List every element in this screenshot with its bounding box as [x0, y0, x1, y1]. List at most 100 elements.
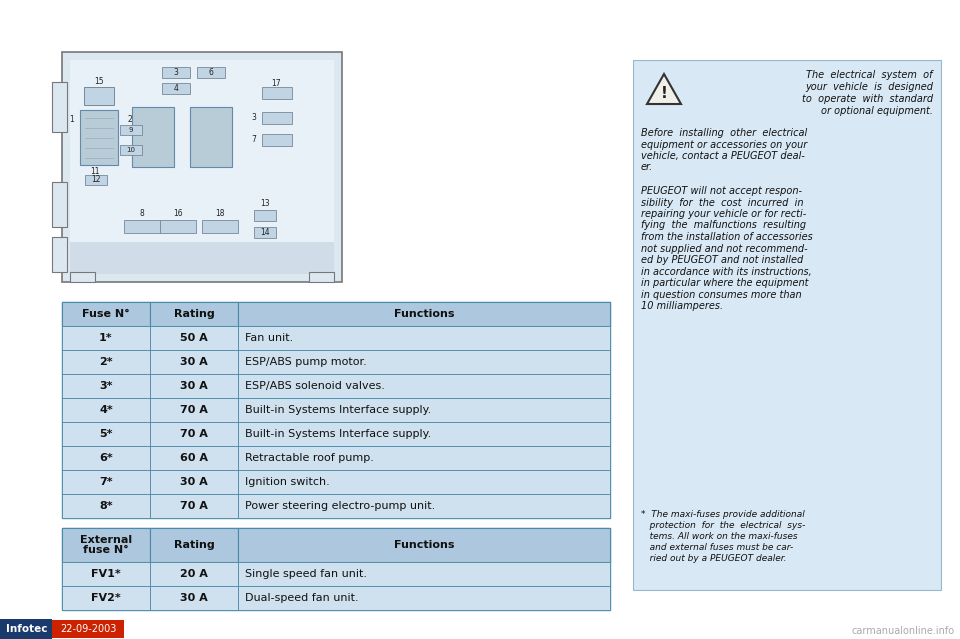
FancyBboxPatch shape	[150, 446, 238, 470]
Text: protection  for  the  electrical  sys-: protection for the electrical sys-	[641, 521, 805, 530]
FancyBboxPatch shape	[162, 83, 190, 94]
Text: 70 A: 70 A	[180, 405, 208, 415]
FancyBboxPatch shape	[62, 302, 150, 326]
FancyBboxPatch shape	[190, 107, 232, 167]
Text: 11: 11	[90, 167, 100, 176]
Text: External: External	[80, 535, 132, 545]
FancyBboxPatch shape	[150, 528, 238, 562]
FancyBboxPatch shape	[262, 87, 292, 99]
FancyBboxPatch shape	[150, 326, 238, 350]
Text: ed by PEUGEOT and not installed: ed by PEUGEOT and not installed	[641, 255, 804, 265]
FancyBboxPatch shape	[238, 446, 610, 470]
Text: 6: 6	[208, 68, 213, 77]
Text: vehicle, contact a PEUGEOT deal-: vehicle, contact a PEUGEOT deal-	[641, 151, 804, 161]
FancyBboxPatch shape	[238, 470, 610, 494]
Text: The  electrical  system  of: The electrical system of	[806, 70, 933, 80]
Text: equipment or accessories on your: equipment or accessories on your	[641, 139, 807, 150]
Text: 3*: 3*	[99, 381, 112, 391]
FancyBboxPatch shape	[150, 398, 238, 422]
Text: Functions: Functions	[394, 309, 454, 319]
FancyBboxPatch shape	[238, 528, 610, 562]
Text: 20 A: 20 A	[180, 569, 208, 579]
FancyBboxPatch shape	[70, 60, 334, 250]
FancyBboxPatch shape	[150, 470, 238, 494]
Text: 22-09-2003: 22-09-2003	[60, 624, 116, 634]
Text: 70 A: 70 A	[180, 501, 208, 511]
Text: Retractable roof pump.: Retractable roof pump.	[245, 453, 373, 463]
Text: Rating: Rating	[174, 540, 214, 550]
Text: Ignition switch.: Ignition switch.	[245, 477, 329, 487]
Text: 13: 13	[260, 199, 270, 208]
FancyBboxPatch shape	[0, 619, 52, 639]
Text: ESP/ABS pump motor.: ESP/ABS pump motor.	[245, 357, 367, 367]
Text: fying  the  malfunctions  resulting: fying the malfunctions resulting	[641, 220, 806, 231]
FancyBboxPatch shape	[132, 107, 174, 167]
FancyBboxPatch shape	[62, 494, 150, 518]
Text: from the installation of accessories: from the installation of accessories	[641, 232, 813, 242]
FancyBboxPatch shape	[62, 302, 610, 518]
FancyBboxPatch shape	[150, 374, 238, 398]
FancyBboxPatch shape	[254, 210, 276, 221]
Text: 15: 15	[94, 77, 104, 86]
Text: 30 A: 30 A	[180, 357, 208, 367]
Text: tems. All work on the maxi-fuses: tems. All work on the maxi-fuses	[641, 532, 798, 541]
Text: 9: 9	[129, 127, 133, 133]
FancyBboxPatch shape	[62, 374, 150, 398]
FancyBboxPatch shape	[150, 562, 238, 586]
Text: 8: 8	[139, 208, 144, 217]
FancyBboxPatch shape	[162, 67, 190, 78]
Text: 7*: 7*	[99, 477, 113, 487]
Text: Power steering electro-pump unit.: Power steering electro-pump unit.	[245, 501, 435, 511]
Text: 6*: 6*	[99, 453, 113, 463]
FancyBboxPatch shape	[62, 350, 150, 374]
FancyBboxPatch shape	[238, 422, 610, 446]
FancyBboxPatch shape	[62, 326, 150, 350]
Text: Built-in Systems Interface supply.: Built-in Systems Interface supply.	[245, 405, 431, 415]
FancyBboxPatch shape	[62, 422, 150, 446]
FancyBboxPatch shape	[150, 586, 238, 610]
Text: 8*: 8*	[99, 501, 113, 511]
Text: in accordance with its instructions,: in accordance with its instructions,	[641, 266, 812, 277]
FancyBboxPatch shape	[80, 110, 118, 165]
Text: Fan unit.: Fan unit.	[245, 333, 293, 343]
FancyBboxPatch shape	[62, 470, 150, 494]
Text: Before  installing  other  electrical: Before installing other electrical	[641, 128, 807, 138]
Text: 7: 7	[252, 135, 256, 144]
Text: 30 A: 30 A	[180, 593, 208, 603]
FancyBboxPatch shape	[124, 220, 160, 233]
FancyBboxPatch shape	[238, 302, 610, 326]
FancyBboxPatch shape	[150, 350, 238, 374]
FancyBboxPatch shape	[70, 272, 95, 282]
FancyBboxPatch shape	[120, 125, 142, 135]
Text: 30 A: 30 A	[180, 381, 208, 391]
FancyBboxPatch shape	[238, 350, 610, 374]
FancyBboxPatch shape	[633, 60, 941, 590]
Text: Dual-speed fan unit.: Dual-speed fan unit.	[245, 593, 359, 603]
Text: Functions: Functions	[394, 540, 454, 550]
FancyBboxPatch shape	[238, 562, 610, 586]
FancyBboxPatch shape	[70, 242, 334, 274]
FancyBboxPatch shape	[262, 134, 292, 146]
Text: 17: 17	[271, 79, 281, 88]
FancyBboxPatch shape	[254, 227, 276, 238]
FancyBboxPatch shape	[120, 145, 142, 155]
FancyBboxPatch shape	[62, 398, 150, 422]
Text: 16: 16	[173, 208, 182, 217]
Text: 30 A: 30 A	[180, 477, 208, 487]
Text: 18: 18	[215, 208, 225, 217]
FancyBboxPatch shape	[62, 52, 342, 282]
Text: ried out by a PEUGEOT dealer.: ried out by a PEUGEOT dealer.	[641, 554, 786, 563]
Text: fuse N°: fuse N°	[84, 545, 129, 555]
FancyBboxPatch shape	[62, 446, 150, 470]
Text: 70 A: 70 A	[180, 429, 208, 439]
FancyBboxPatch shape	[202, 220, 238, 233]
FancyBboxPatch shape	[62, 528, 150, 562]
Text: 10: 10	[127, 147, 135, 153]
Text: Infotec: Infotec	[6, 624, 47, 634]
FancyBboxPatch shape	[62, 562, 150, 586]
Text: 4: 4	[174, 84, 179, 93]
Text: in particular where the equipment: in particular where the equipment	[641, 278, 808, 288]
Text: er.: er.	[641, 162, 653, 173]
Text: carmanualonline.info: carmanualonline.info	[852, 626, 955, 636]
Text: 60 A: 60 A	[180, 453, 208, 463]
